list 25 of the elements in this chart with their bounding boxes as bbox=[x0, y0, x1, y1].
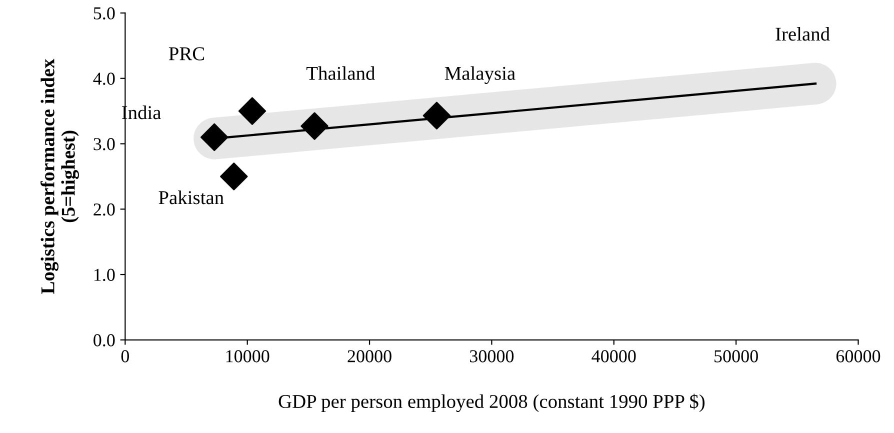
x-tick-label: 0 bbox=[121, 350, 129, 362]
y-tick-label: 3.0 bbox=[94, 138, 115, 150]
point bbox=[300, 112, 328, 140]
point bbox=[238, 97, 266, 125]
y-tick-label: 2.0 bbox=[94, 203, 115, 216]
x-axis-title: GDP per person employed 2008 (constant 1990 PPP $) bbox=[278, 394, 705, 412]
x-tick-label: 30000 bbox=[470, 350, 514, 362]
point bbox=[422, 102, 451, 130]
y-tick-label: 4.0 bbox=[93, 72, 115, 85]
x-tick-label: 10000 bbox=[226, 350, 270, 362]
y-axis-title: Logistics performance index (5=highest) bbox=[40, 58, 79, 294]
y-tick-label: 0.0 bbox=[94, 334, 115, 346]
y-tick-label: 1.0 bbox=[94, 268, 115, 282]
y-tick-label: 5.0 bbox=[94, 7, 115, 20]
x-tick-label: 20000 bbox=[348, 350, 392, 362]
annotation: Malaysia bbox=[444, 66, 516, 84]
point bbox=[200, 123, 228, 152]
point bbox=[220, 162, 248, 190]
x-tick-label: 40000 bbox=[592, 350, 636, 362]
x-tick-label: 50000 bbox=[714, 350, 758, 362]
annotation: Pakistan bbox=[158, 190, 224, 204]
annotation: Thailand bbox=[306, 66, 376, 80]
annotation: PRC bbox=[168, 47, 204, 60]
x-tick-label: 60000 bbox=[836, 350, 880, 362]
annotation: Ireland bbox=[776, 27, 830, 41]
